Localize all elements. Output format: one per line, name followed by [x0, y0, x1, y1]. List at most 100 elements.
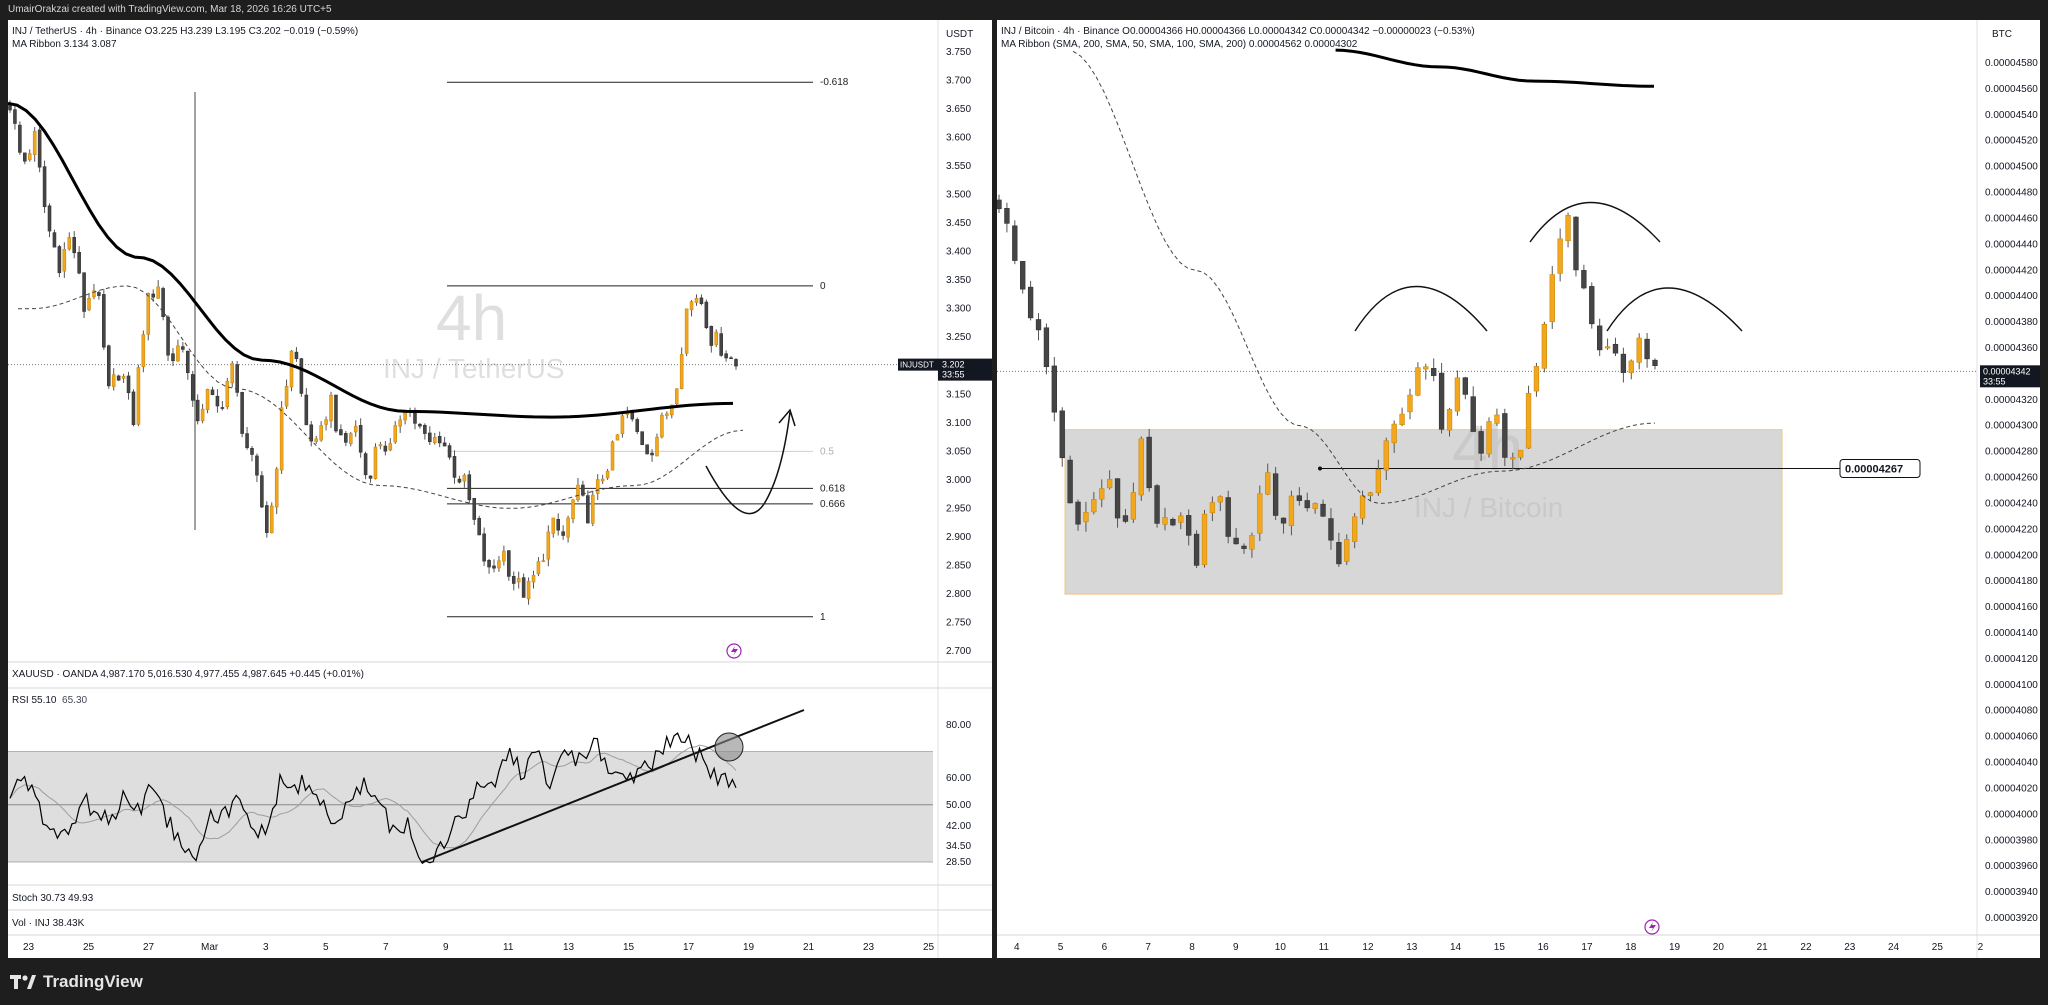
right-candle — [1446, 409, 1453, 431]
left-candle — [37, 129, 42, 168]
left-price-tick: 3.400 — [946, 247, 971, 258]
horizontal-level-label: 0.00004267 — [1845, 463, 1903, 475]
left-chart-canvas[interactable]: 3.750 3.700 3.650 3.600 3.550 3.500 3.450 3.400… — [8, 20, 992, 958]
right-price-tick: 0.00004100 — [1985, 680, 2038, 691]
right-price-tick: 0.00004280 — [1985, 447, 2038, 458]
right-price-tick: 0.00004360 — [1985, 343, 2038, 354]
right-ma-50-line — [1072, 50, 1656, 505]
left-candle — [452, 456, 457, 478]
left-candle — [689, 301, 694, 311]
right-price-tick: 0.00004140 — [1985, 628, 2038, 639]
left-candle — [521, 577, 526, 598]
right-price-tick: 0.00004520 — [1985, 136, 2038, 147]
right-currency-label: BTC — [1992, 29, 2012, 40]
right-price-tick: 0.00003920 — [1985, 913, 2038, 924]
left-candle — [314, 438, 318, 442]
fib-level-label: 0 — [820, 281, 826, 292]
right-candle — [1423, 366, 1429, 370]
right-time-tick: 24 — [1888, 942, 1900, 953]
right-time-tick: 10 — [1275, 942, 1287, 953]
tradingview-logo-icon — [10, 975, 36, 989]
right-candle — [1114, 478, 1121, 519]
left-candle — [674, 388, 679, 405]
left-candle — [294, 351, 299, 359]
left-candle — [373, 446, 378, 479]
rsi-ma-line — [9, 744, 737, 849]
right-candle — [1320, 503, 1326, 517]
right-candle — [1170, 518, 1176, 526]
left-candle — [176, 345, 180, 362]
right-chart-panel[interactable]: 0.00004580 0.00004560 0.00004540 0.00004520… — [997, 20, 2040, 958]
left-candle — [684, 308, 689, 354]
right-candle — [1486, 421, 1492, 455]
left-candle — [353, 425, 358, 433]
left-candle — [729, 357, 733, 360]
right-candle — [1502, 413, 1508, 458]
left-time-tick: 21 — [803, 942, 815, 953]
left-currency-label: USDT — [946, 29, 974, 40]
left-chart-panel[interactable]: 3.750 3.700 3.650 3.600 3.550 3.500 3.450 3.400… — [8, 20, 992, 958]
left-candle — [447, 445, 452, 458]
right-price-tick: 0.00004220 — [1985, 524, 2038, 535]
left-candles — [8, 100, 738, 605]
left-price-tick: 2.750 — [946, 617, 971, 628]
rsi-tick: 50.00 — [946, 800, 971, 811]
right-candle — [1478, 431, 1484, 454]
left-time-tick: 3 — [263, 942, 269, 953]
right-price-tag-timer: 33:55 — [1983, 376, 2006, 386]
right-candle — [1075, 501, 1081, 525]
left-price-tag-timer: 33:55 — [942, 370, 965, 380]
right-candle — [1225, 497, 1231, 537]
left-candle — [526, 580, 531, 600]
fib-level-label: 0.618 — [820, 483, 845, 494]
rsi-legend-value: RSI 55.10 — [12, 695, 57, 706]
left-candle — [324, 419, 328, 425]
left-price-tick: 3.700 — [946, 76, 971, 87]
right-candle — [1565, 215, 1571, 242]
left-candle — [442, 442, 447, 447]
right-candle — [1257, 493, 1263, 534]
right-candle — [1186, 515, 1192, 536]
head-arc — [1529, 201, 1661, 243]
right-candle — [1233, 537, 1239, 545]
right-candle — [1470, 396, 1476, 432]
left-candle — [27, 153, 32, 161]
left-candle — [393, 425, 398, 443]
left-candle — [432, 437, 437, 443]
left-candle — [679, 354, 684, 389]
left-candle — [171, 353, 175, 362]
left-candle — [255, 455, 259, 476]
right-candle — [1494, 414, 1500, 424]
right-candle — [1296, 495, 1303, 501]
left-price-tick: 3.050 — [946, 446, 971, 457]
left-candle — [210, 389, 215, 395]
right-time-tick: 23 — [1844, 942, 1856, 953]
left-ma-legend: MA Ribbon 3.134 3.087 — [12, 39, 117, 50]
left-candle — [670, 404, 674, 416]
lightning-glyph — [1649, 922, 1656, 932]
left-candle — [462, 474, 467, 482]
brand-name: TradingView — [43, 972, 143, 991]
right-ma-200-line — [1335, 48, 1654, 88]
left-price-tick: 3.250 — [946, 332, 971, 343]
left-watermark-symbol: INJ / TetherUS — [383, 353, 565, 384]
right-price-tick: 0.00004060 — [1985, 732, 2038, 743]
left-candle — [161, 288, 165, 317]
right-candle — [1604, 346, 1611, 349]
right-chart-canvas[interactable]: 0.00004580 0.00004560 0.00004540 0.00004520… — [997, 20, 2040, 958]
left-candle — [18, 124, 22, 153]
right-candle — [1415, 367, 1421, 396]
right-price-tag-box — [1980, 365, 2040, 388]
left-alert-icon — [726, 643, 742, 659]
left-candle — [67, 237, 72, 250]
left-candle — [245, 433, 249, 449]
right-candle — [1462, 377, 1468, 395]
tradingview-logo[interactable]: TradingView — [10, 972, 143, 992]
left-candle — [225, 381, 230, 408]
fib-level-label: 0.5 — [820, 446, 834, 457]
lightning-icon — [1644, 919, 1660, 935]
left-time-tick: 25 — [923, 942, 935, 953]
left-candle — [437, 436, 442, 444]
right-price-tick: 0.00004420 — [1985, 265, 2038, 276]
left-time-tick: 15 — [623, 942, 635, 953]
